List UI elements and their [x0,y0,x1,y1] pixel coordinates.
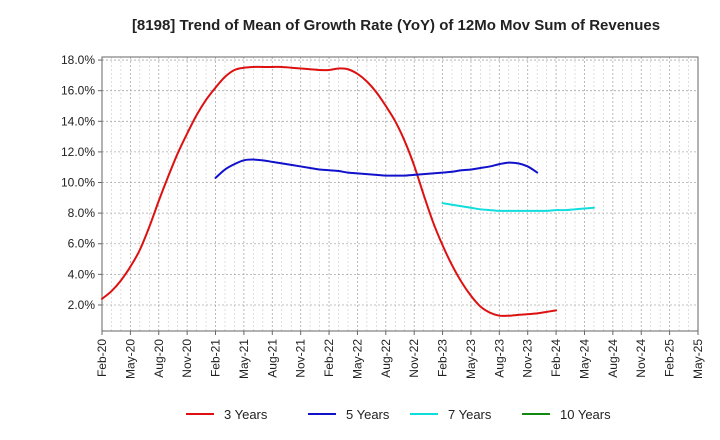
x-tick-label: Aug-20 [152,339,166,378]
x-tick-label: May-23 [464,339,478,379]
series-line-5-years [214,158,539,179]
x-tick-label: Aug-21 [265,339,279,378]
x-tick-label: Nov-23 [521,339,535,378]
y-tick-label: 6.0% [68,237,96,251]
chart-title: [8198] Trend of Mean of Growth Rate (YoY… [132,17,660,34]
plot-frame [101,56,699,332]
x-tick-label: Feb-24 [549,339,563,377]
y-tick-label: 8.0% [68,206,96,220]
x-tick-label: May-24 [577,339,591,379]
y-tick-label: 12.0% [61,145,95,159]
x-tick-label: Aug-24 [606,339,620,378]
legend-label-3-years: 3 Years [224,407,268,422]
x-tick-label: Aug-22 [379,339,393,378]
y-tick-label: 16.0% [61,84,95,98]
x-tick-label: Nov-22 [407,339,421,378]
series-lines [101,65,595,317]
y-tick-label: 14.0% [61,114,95,128]
series-line-3-years [101,65,558,317]
legend-label-5-years: 5 Years [346,407,390,422]
x-tick-label: Feb-20 [95,339,109,377]
y-tick-label: 2.0% [68,298,96,312]
x-tick-label: May-22 [350,339,364,379]
y-tick-label: 10.0% [61,176,95,190]
x-tick-label: May-20 [123,339,137,379]
y-axis: 2.0% 4.0% 6.0% 8.0% 10.0% 12.0% 14.0% 16.0% 18.0… [61,53,102,312]
legend-label-7-years: 7 Years [448,407,492,422]
legend-label-10-years: 10 Years [560,407,611,422]
x-tick-label: Aug-23 [492,339,506,378]
x-tick-label: Feb-21 [209,339,223,377]
legend: 3 Years 5 Years 7 Years 10 Years [186,407,611,422]
y-tick-label: 18.0% [61,53,95,67]
x-tick-label: Nov-21 [294,339,308,378]
series-line-7-years [441,202,595,212]
x-tick-label: Feb-23 [436,339,450,377]
x-tick-label: Nov-24 [634,339,648,378]
x-tick-label: May-25 [691,339,705,379]
x-tick-label: Feb-22 [322,339,336,377]
x-tick-label: Feb-25 [663,339,677,377]
x-tick-label: Nov-20 [180,339,194,378]
grid [101,57,699,331]
x-tick-label: May-21 [237,339,251,379]
x-axis: Feb-20 May-20 Aug-20 Nov-20 Feb-21 May-21 Aug-… [95,331,705,379]
y-tick-label: 4.0% [68,267,96,281]
